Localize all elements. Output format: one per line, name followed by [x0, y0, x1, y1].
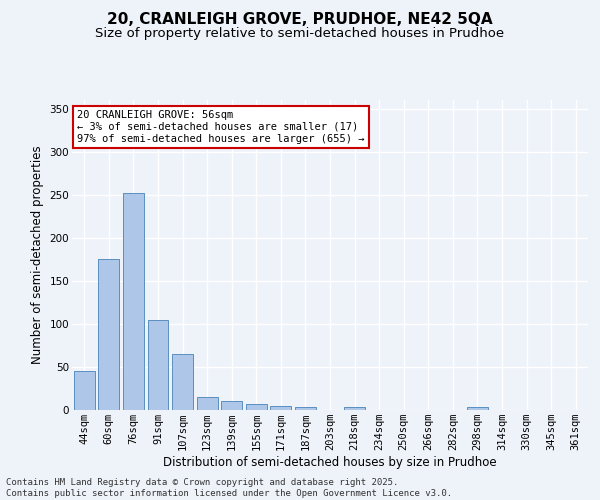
Y-axis label: Number of semi-detached properties: Number of semi-detached properties [31, 146, 44, 364]
Bar [295, 408, 316, 410]
Bar [172, 354, 193, 410]
Bar [197, 397, 218, 410]
X-axis label: Distribution of semi-detached houses by size in Prudhoe: Distribution of semi-detached houses by … [163, 456, 497, 469]
Bar [148, 320, 169, 410]
Bar [344, 408, 365, 410]
Bar [246, 404, 267, 410]
Text: 20, CRANLEIGH GROVE, PRUDHOE, NE42 5QA: 20, CRANLEIGH GROVE, PRUDHOE, NE42 5QA [107, 12, 493, 28]
Bar [221, 402, 242, 410]
Bar [98, 260, 119, 410]
Bar [123, 193, 144, 410]
Bar [74, 371, 95, 410]
Bar [467, 408, 488, 410]
Text: Size of property relative to semi-detached houses in Prudhoe: Size of property relative to semi-detach… [95, 28, 505, 40]
Text: Contains HM Land Registry data © Crown copyright and database right 2025.
Contai: Contains HM Land Registry data © Crown c… [6, 478, 452, 498]
Text: 20 CRANLEIGH GROVE: 56sqm
← 3% of semi-detached houses are smaller (17)
97% of s: 20 CRANLEIGH GROVE: 56sqm ← 3% of semi-d… [77, 110, 364, 144]
Bar [271, 406, 292, 410]
